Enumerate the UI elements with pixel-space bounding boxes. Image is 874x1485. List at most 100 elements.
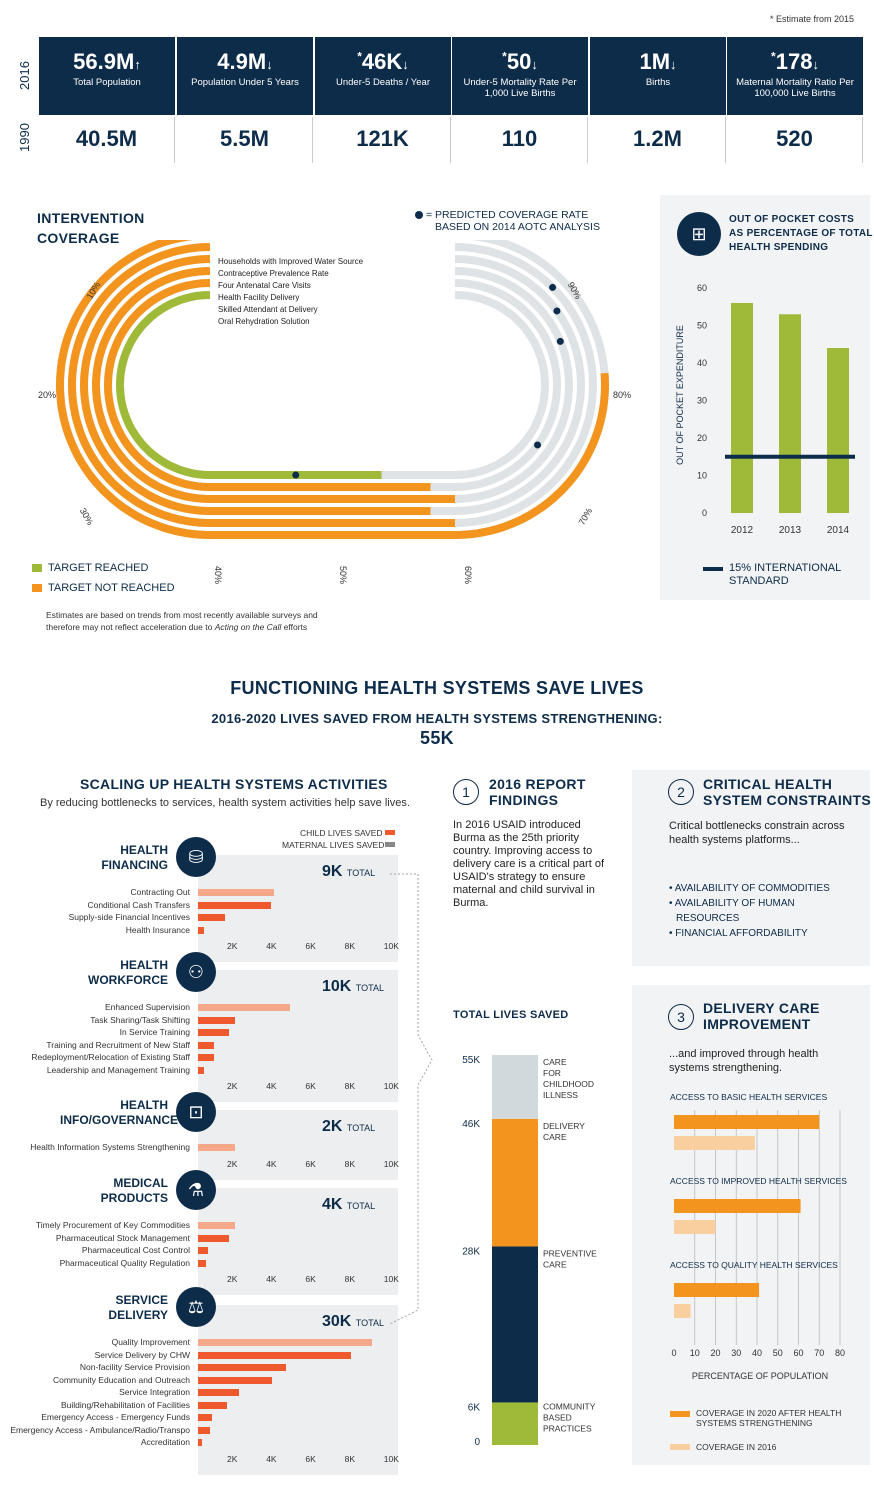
constraints-title-line1: CRITICAL HEALTH	[703, 776, 871, 792]
stat-2016-value: 56.9M↑	[39, 49, 175, 75]
total-word: TOTAL	[347, 1123, 375, 1133]
legend-2016-label: COVERAGE IN 2016	[696, 1442, 776, 1452]
activity-label: In Service Training	[0, 1027, 190, 1037]
oop-bar-chart: 0 10 20 30 40 50 60 OUT OF POCKET EXPENDITURE 20…	[665, 275, 865, 545]
coverage-series-label: Four Antenatal Care Visits	[218, 281, 311, 290]
delivery-group-label: ACCESS TO BASIC HEALTH SERVICES	[670, 1092, 827, 1102]
delivery-bar-chart: ACCESS TO BASIC HEALTH SERVICES ACCESS TO…	[660, 1090, 870, 1390]
child-lives-bar	[198, 1042, 214, 1049]
group-title-line: HEALTH	[60, 843, 168, 858]
stat-label: Maternal Mortality Ratio Per 100,000 Liv…	[727, 77, 863, 99]
estimate-star: *	[771, 50, 776, 64]
group-title-line: INFO/GOVERNANCE	[60, 1113, 168, 1128]
lives-segment-label: ILLNESS	[543, 1090, 578, 1100]
delivery-x-tick: 40	[752, 1348, 762, 1358]
child-lives-bar	[198, 1235, 229, 1242]
x-tick: 8K	[345, 1081, 355, 1091]
total-word: TOTAL	[347, 868, 375, 878]
report-body: In 2016 USAID introduced Burma as the 25…	[453, 819, 608, 910]
child-lives-bar	[198, 1029, 229, 1036]
x-tick: 8K	[345, 1454, 355, 1464]
arrow-down-icon: ↓	[266, 57, 273, 72]
coverage-series-label: Oral Rehydration Solution	[218, 317, 310, 326]
group-title-line: DELIVERY	[60, 1308, 168, 1323]
lives-title: TOTAL LIVES SAVED	[453, 1009, 569, 1021]
oop-title-line3: HEALTH SPENDING	[729, 241, 873, 255]
main-total: 55K	[0, 728, 874, 749]
main-subtitle: 2016-2020 LIVES SAVED FROM HEALTH SYSTEM…	[0, 711, 874, 726]
activity-label: Health Insurance	[0, 925, 190, 935]
estimate-footnote: * Estimate from 2015	[770, 14, 854, 24]
child-lives-bar	[198, 1339, 372, 1346]
stat-2016-value: *46K↓	[315, 49, 451, 75]
intervention-footnote-line1: Estimates are based on trends from most …	[46, 609, 346, 621]
x-tick: 8K	[345, 1274, 355, 1284]
delivery-body: ...and improved through health systems s…	[669, 1047, 849, 1075]
step-1-circle: 1	[453, 779, 479, 805]
activity-label: Service Delivery by CHW	[0, 1350, 190, 1360]
coverage-2020-bar	[674, 1199, 801, 1213]
constraint-item: RESOURCES	[669, 911, 830, 926]
x-tick: 2K	[227, 1274, 237, 1284]
x-tick: 10K	[384, 1454, 399, 1464]
main-title: FUNCTIONING HEALTH SYSTEMS SAVE LIVES	[0, 678, 874, 699]
group-title: HEALTH FINANCING	[60, 843, 168, 873]
group-title-line: SERVICE	[60, 1293, 168, 1308]
delivery-x-tick: 0	[671, 1348, 676, 1358]
oop-y-label: OUT OF POCKET EXPENDITURE	[675, 325, 685, 465]
legend-child-swatch	[385, 830, 395, 835]
child-lives-bar	[198, 914, 225, 921]
stat-2016-value: 4.9M↓	[177, 49, 313, 75]
oop-title: OUT OF POCKET COSTS AS PERCENTAGE OF TOT…	[729, 213, 873, 255]
stat-2016-value: *178↓	[727, 49, 863, 75]
coverage-2016-bar	[674, 1136, 755, 1150]
group-total: 10K TOTAL	[322, 978, 384, 996]
step-3-circle: 3	[668, 1004, 694, 1030]
coverage-2016-bar	[674, 1220, 716, 1234]
activity-label: Non-facility Service Provision	[0, 1362, 190, 1372]
intervention-footnote-line2: therefore may not reflect acceleration d…	[46, 621, 346, 633]
coverage-axis-tick: 20%	[38, 390, 56, 400]
lives-segment-label: PRACTICES	[543, 1423, 592, 1433]
delivery-x-tick: 20	[710, 1348, 720, 1358]
standard-legend: 15% INTERNATIONAL STANDARD	[729, 562, 841, 588]
total-word: TOTAL	[347, 1201, 375, 1211]
stat-2016-box: *178↓ Maternal Mortality Ratio Per 100,00…	[727, 37, 863, 115]
lives-stacked-chart: COMMUNITYBASEDPRACTICESPREVENTIVECAREDEL…	[440, 1040, 620, 1460]
child-lives-bar	[198, 1222, 235, 1229]
group-icon: ⊡	[176, 1092, 216, 1132]
delivery-group-label: ACCESS TO QUALITY HEALTH SERVICES	[670, 1260, 838, 1270]
oop-y-tick: 30	[697, 396, 707, 406]
oop-y-tick: 10	[697, 471, 707, 481]
activity-label: Pharmaceutical Cost Control	[0, 1245, 190, 1255]
x-tick: 6K	[305, 941, 315, 951]
x-tick: 4K	[266, 1081, 276, 1091]
activity-label: Enhanced Supervision	[0, 1002, 190, 1012]
scaling-title: SCALING UP HEALTH SYSTEMS ACTIVITIES	[80, 776, 388, 792]
constraint-item: • AVAILABILITY OF COMMODITIES	[669, 881, 830, 896]
group-title: SERVICE DELIVERY	[60, 1293, 168, 1323]
legend-reached-label: TARGET REACHED	[48, 562, 148, 574]
lives-tick: 6K	[468, 1402, 481, 1413]
oop-y-tick: 0	[702, 508, 707, 518]
legend-maternal-swatch	[385, 842, 395, 847]
child-lives-bar	[198, 1004, 290, 1011]
group-title-line: FINANCING	[60, 858, 168, 873]
coverage-axis-tick: 50%	[338, 566, 348, 584]
legend-child-label: CHILD LIVES SAVED	[300, 828, 383, 838]
footnote-italic: Acting on the Call	[215, 622, 282, 632]
footnote-end: efforts	[281, 622, 307, 632]
coverage-axis-tick: 70%	[577, 506, 595, 527]
x-tick: 4K	[266, 1159, 276, 1169]
lives-segment-label: CHILDHOOD	[543, 1079, 594, 1089]
lives-segment-label: PREVENTIVE	[543, 1248, 597, 1258]
group-title-line: HEALTH	[60, 958, 168, 973]
delivery-x-tick: 80	[835, 1348, 845, 1358]
group-total: 30K TOTAL	[322, 1313, 384, 1331]
activity-label: Health Information Systems Strengthening	[0, 1142, 190, 1152]
x-tick: 2K	[227, 1081, 237, 1091]
report-title-line2: FINDINGS	[489, 792, 586, 808]
estimate-star: *	[502, 50, 507, 64]
activity-label: Contracting Out	[0, 887, 190, 897]
stat-1990-value: 5.5M	[177, 126, 312, 152]
